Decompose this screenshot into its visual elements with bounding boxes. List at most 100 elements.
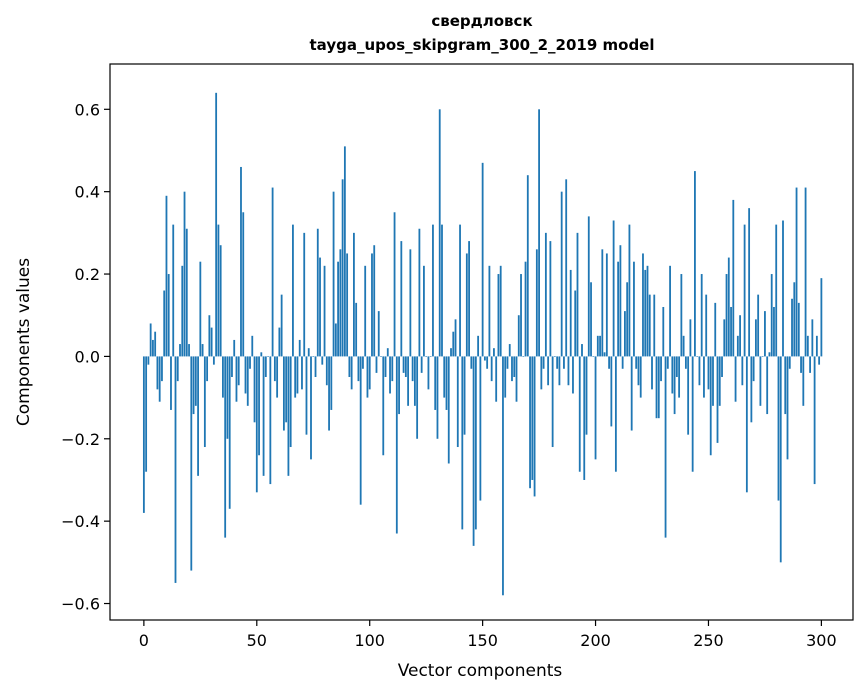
bar-component-272 (757, 294, 760, 357)
bar-component-8 (161, 356, 163, 382)
bar-component-122 (418, 228, 421, 357)
bar-component-269 (750, 356, 753, 423)
bar-component-255 (718, 356, 721, 406)
bar-component-32 (215, 92, 218, 357)
x-tick-label: 100 (354, 631, 385, 650)
bar-component-44 (242, 212, 245, 357)
bar-component-298 (815, 335, 818, 357)
bar-component-175 (538, 109, 540, 357)
bar-component-209 (614, 356, 617, 472)
y-tick-label: −0.6 (61, 595, 100, 614)
bar-component-226 (653, 294, 656, 357)
y-tick-label: 0.0 (75, 347, 100, 366)
bar-component-86 (337, 261, 339, 357)
bar-component-75 (312, 356, 315, 358)
y-tick-label: −0.2 (61, 430, 100, 449)
bar-component-118 (409, 249, 412, 357)
bar-component-199 (592, 356, 595, 358)
bar-component-20 (188, 344, 190, 357)
bar-component-161 (506, 356, 509, 369)
bar-component-233 (669, 265, 671, 357)
x-tick-label: 200 (580, 631, 611, 650)
bar-component-132 (441, 224, 443, 357)
bar-component-112 (395, 356, 398, 534)
bar-component-145 (470, 356, 473, 369)
bar-component-14 (174, 356, 177, 583)
bar-component-297 (813, 356, 816, 485)
plot-frame (109, 63, 854, 621)
bar-component-190 (572, 356, 574, 394)
bar-component-133 (443, 356, 446, 398)
bar-component-76 (314, 356, 317, 377)
bar-component-210 (617, 261, 620, 357)
bar-component-95 (357, 356, 360, 382)
bar-component-246 (698, 356, 701, 386)
bar-component-201 (596, 335, 599, 357)
bar-component-83 (330, 356, 333, 410)
bar-component-147 (474, 356, 477, 530)
bar-component-135 (447, 356, 450, 464)
bar-component-227 (655, 356, 658, 419)
bar-component-19 (185, 228, 188, 357)
y-axis-ticks: −0.6 −0.4 −0.2 0.0 0.2 0.4 0.6 (61, 100, 110, 614)
bar-component-103 (375, 356, 378, 373)
bar-component-73 (307, 348, 310, 357)
bar-component-265 (741, 356, 744, 386)
bar-component-128 (432, 224, 434, 357)
bar-component-48 (251, 335, 254, 357)
x-axis-ticks: 0 50 100 150 200 250 300 (139, 620, 837, 650)
bar-component-9 (163, 290, 166, 357)
bar-component-137 (452, 331, 455, 357)
bar-component-237 (678, 356, 681, 398)
bar-component-252 (712, 356, 714, 406)
bar-component-159 (502, 356, 504, 596)
bar-component-51 (258, 356, 260, 456)
bar-component-283 (782, 220, 784, 357)
bar-component-131 (438, 109, 441, 357)
bar-component-138 (454, 319, 457, 357)
bar-component-181 (551, 356, 554, 448)
bar-component-30 (210, 327, 213, 357)
bar-component-126 (427, 356, 430, 390)
bar-component-31 (212, 356, 215, 365)
bar-component-268 (748, 208, 751, 357)
bar-component-17 (181, 265, 184, 357)
bar-component-115 (402, 356, 405, 373)
bar-component-238 (680, 274, 683, 357)
bar-component-43 (240, 166, 242, 357)
bar-component-93 (353, 232, 355, 357)
bar-component-203 (601, 249, 604, 357)
bar-component-241 (687, 356, 690, 435)
bar-component-223 (646, 265, 649, 357)
bar-component-39 (231, 356, 233, 377)
bar-component-162 (508, 344, 511, 357)
bar-component-88 (341, 179, 344, 357)
x-axis-label: Vector components (398, 661, 563, 681)
bar-component-285 (786, 356, 789, 460)
bar-component-116 (404, 356, 407, 377)
bar-component-247 (700, 274, 703, 357)
y-tick-label: 0.6 (75, 100, 100, 119)
bar-component-221 (642, 253, 644, 357)
bar-component-130 (436, 356, 439, 439)
bar-component-6 (156, 356, 159, 390)
bar-component-45 (244, 356, 247, 394)
bar-component-284 (784, 356, 787, 415)
bar-component-4 (152, 339, 154, 357)
bar-component-215 (628, 224, 631, 357)
bar-component-205 (605, 253, 608, 357)
bar-component-178 (544, 232, 547, 357)
bar-component-144 (468, 241, 470, 357)
bar-component-60 (278, 327, 281, 357)
bar-component-78 (319, 257, 321, 357)
bar-component-262 (734, 356, 737, 402)
bar-component-280 (775, 224, 778, 357)
bar-component-13 (172, 224, 175, 357)
bar-component-50 (255, 356, 258, 493)
bar-component-249 (705, 294, 708, 357)
bar-component-151 (483, 356, 486, 361)
bar-component-264 (739, 315, 741, 357)
bar-component-92 (350, 356, 353, 390)
bar-component-42 (237, 356, 240, 386)
bar-component-46 (246, 356, 249, 406)
